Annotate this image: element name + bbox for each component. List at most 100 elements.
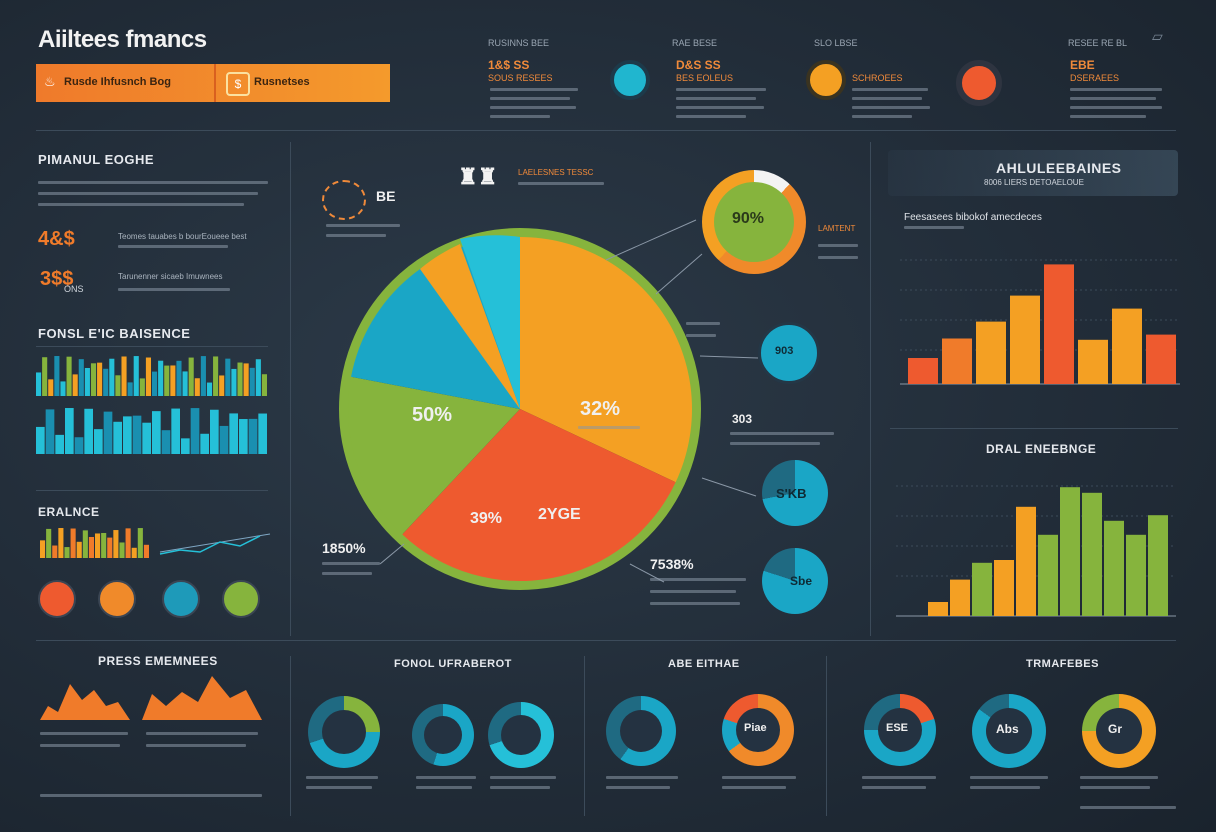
left-divider xyxy=(290,142,291,636)
outside-left-value: 1850% xyxy=(322,540,366,556)
right-divider xyxy=(870,142,871,636)
side-label: 303 xyxy=(732,412,753,426)
leftbars3-bar-15 xyxy=(131,547,137,558)
bar1-bar-6 xyxy=(1078,339,1108,384)
leftbars1-bar-37 xyxy=(261,374,267,396)
leftbars2-bar-17 xyxy=(200,433,209,454)
leftbars1-bar-26 xyxy=(194,378,200,396)
banner-right-label: Rusnetses xyxy=(254,76,310,88)
leftbars1-bar-7 xyxy=(78,359,84,396)
stat4-value: EBE xyxy=(1070,58,1095,72)
leftbars2-bar-6 xyxy=(94,429,103,454)
donut-4 xyxy=(606,696,676,766)
leftbars1-bar-18 xyxy=(145,357,151,396)
leftbars2-bar-1 xyxy=(45,409,55,454)
bottom-divider-1 xyxy=(290,656,291,816)
icon-caption: LAELESNES TESSC xyxy=(518,168,594,177)
leftbars3-bar-14 xyxy=(125,528,131,558)
page-title: Aiiltees fmancs xyxy=(38,26,207,53)
leftbars1-bar-21 xyxy=(164,365,170,396)
leftbars1-bar-22 xyxy=(170,365,176,396)
stat2-sub: BES EOLEUS xyxy=(676,73,734,83)
leader-lines-top xyxy=(605,219,703,295)
pie-label-4: 2YGE xyxy=(538,506,581,523)
stat3-label: SLO LBSE xyxy=(814,38,858,48)
leader-mid xyxy=(699,355,759,359)
leftbars3-bar-13 xyxy=(119,542,125,558)
donut-3 xyxy=(488,702,554,768)
leftbars2-bar-22 xyxy=(248,418,258,454)
leader-bottom xyxy=(629,563,665,583)
right-title: AHLULEEBAINES xyxy=(996,160,1122,176)
leader-line xyxy=(379,543,405,565)
fire-icon: ♨ xyxy=(44,74,56,89)
stat1-label: RUSINNS BEE xyxy=(488,38,550,48)
leftbars2-bar-16 xyxy=(190,408,200,454)
leftbars2-bar-13 xyxy=(161,430,171,454)
leftbars1-bar-34 xyxy=(243,363,249,396)
stat2-icon xyxy=(806,60,846,100)
leftbars2-bar-11 xyxy=(142,422,151,454)
leftbars3-bar-2 xyxy=(52,545,58,558)
leftbars1-bar-1 xyxy=(42,357,48,396)
leftbars3-bar-4 xyxy=(64,547,70,558)
circle-blue-value: S'KB xyxy=(776,486,807,501)
circle-top-value: 90% xyxy=(732,210,765,227)
leftbars1-bar-23 xyxy=(176,360,182,396)
stat4-label: RESEE RE BL xyxy=(1068,38,1128,48)
leftbars2-bar-9 xyxy=(123,416,132,454)
leftbars1-bar-32 xyxy=(231,368,237,396)
donut-7-label: Abs xyxy=(996,722,1019,736)
leftbars3-bar-11 xyxy=(107,537,113,558)
leftbars2-bar-3 xyxy=(65,408,74,454)
leftbars3-bar-1 xyxy=(46,528,52,558)
bar1-bar-5 xyxy=(1044,264,1074,384)
left-section1-title: PIMANUL EOGHE xyxy=(38,152,155,167)
bar2-bar-6 xyxy=(1038,534,1058,616)
bottom-divider xyxy=(36,640,1176,641)
stat3-icon xyxy=(956,60,1002,106)
chart2-title: DRAL ENEEBNGE xyxy=(986,442,1097,456)
donut-8-label: Gr xyxy=(1108,722,1123,736)
leftbars1-bar-24 xyxy=(182,371,188,396)
leftbars2-bar-18 xyxy=(210,409,219,454)
pie-label-3: 39% xyxy=(470,510,503,527)
bar1-bar-1 xyxy=(908,358,938,384)
leftbars1-bar-31 xyxy=(225,358,231,396)
bar2-bar-7 xyxy=(1060,487,1080,616)
bar2-bar-4 xyxy=(994,560,1014,616)
bar1-bar-2 xyxy=(942,338,972,384)
leftbars3-bar-9 xyxy=(95,533,101,558)
area-chart-2 xyxy=(142,676,262,720)
leftbars2-bar-8 xyxy=(113,421,122,454)
bottom-divider-2 xyxy=(584,656,585,816)
bar2-bar-10 xyxy=(1126,534,1146,616)
leftbars2-bar-19 xyxy=(219,425,229,454)
stat1-sub: SOUS RESEES xyxy=(488,73,553,83)
bottom-section3-title: ABE EITHAE xyxy=(668,658,740,670)
leftbars3-bar-17 xyxy=(143,544,149,558)
left-circle-1 xyxy=(38,580,76,618)
leftbars1-bar-4 xyxy=(60,381,66,396)
donut-6: ESE xyxy=(864,694,936,766)
pie-highlight-slice xyxy=(460,235,520,409)
banner-divider xyxy=(214,64,216,102)
circle-mid-value: 903 xyxy=(775,345,794,357)
donut-8: Gr xyxy=(1082,694,1156,768)
leftbars3-bar-12 xyxy=(113,530,119,558)
bar-chart-1 xyxy=(900,259,1180,385)
leftbars1-bar-29 xyxy=(213,356,219,396)
leftbars3-bar-10 xyxy=(101,532,107,558)
leftbars1-bar-5 xyxy=(66,356,72,396)
banner-left-label: Rusde Ihfusnch Bog xyxy=(64,76,171,88)
leftbars2-bar-5 xyxy=(84,408,93,454)
left-bar-strip-2 xyxy=(36,408,267,454)
leftbars1-bar-2 xyxy=(48,379,54,396)
stat1-value: 1&$ SS xyxy=(488,58,530,72)
leftbars2-bar-7 xyxy=(103,411,113,454)
leftbars1-bar-25 xyxy=(188,357,194,396)
leftbars2-bar-14 xyxy=(171,408,180,454)
left-circle-3 xyxy=(162,580,200,618)
donut-1 xyxy=(308,696,380,768)
leftbars1-bar-12 xyxy=(109,358,115,396)
